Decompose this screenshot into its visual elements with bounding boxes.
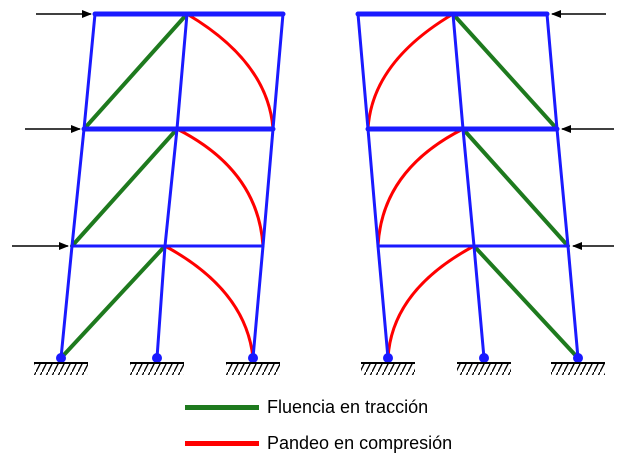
column	[545, 12, 580, 360]
right-frame-load-arrows	[551, 10, 614, 250]
left-frame-beams	[70, 11, 286, 248]
column	[356, 12, 390, 360]
left-frame-columns	[59, 12, 285, 360]
brace-tension	[59, 244, 167, 360]
brace-compression	[185, 12, 275, 131]
legend-swatch-compression	[185, 441, 259, 446]
column	[451, 12, 486, 360]
right-frame-beams	[355, 11, 570, 248]
right-frame-compression-braces	[366, 12, 476, 360]
brace-tension	[472, 244, 580, 360]
brace-tension	[451, 12, 559, 131]
pinned-support	[551, 353, 605, 375]
left-frame	[12, 10, 286, 375]
brace-compression	[376, 127, 465, 248]
pinned-support	[226, 353, 280, 375]
brace-compression	[386, 244, 476, 360]
left-frame-supports	[34, 353, 280, 375]
legend-label-tension: Fluencia en tracción	[267, 397, 429, 417]
column	[59, 12, 97, 360]
left-frame-compression-braces	[163, 12, 275, 360]
right-frame-supports	[361, 353, 605, 375]
brace-tension	[70, 127, 179, 248]
legend-label-compression: Pandeo en compresión	[267, 433, 453, 453]
right-frame	[355, 10, 614, 375]
column	[155, 12, 189, 360]
legend-item-compression: Pandeo en compresión	[185, 433, 452, 454]
pinned-support	[130, 353, 184, 375]
pinned-support	[457, 353, 511, 375]
left-frame-load-arrows	[12, 10, 92, 250]
left-frame-tension-braces	[59, 12, 189, 360]
pinned-support	[361, 353, 415, 375]
brace-compression	[366, 12, 455, 131]
right-frame-columns	[356, 12, 580, 360]
right-frame-tension-braces	[451, 12, 580, 360]
brace-tension	[461, 127, 570, 248]
brace-compression	[163, 244, 255, 360]
brace-compression	[175, 127, 265, 248]
column	[251, 12, 285, 360]
legend-item-tension: Fluencia en tracción	[185, 397, 428, 418]
legend-swatch-tension	[185, 405, 259, 410]
brace-tension	[82, 12, 189, 131]
pinned-support	[34, 353, 88, 375]
